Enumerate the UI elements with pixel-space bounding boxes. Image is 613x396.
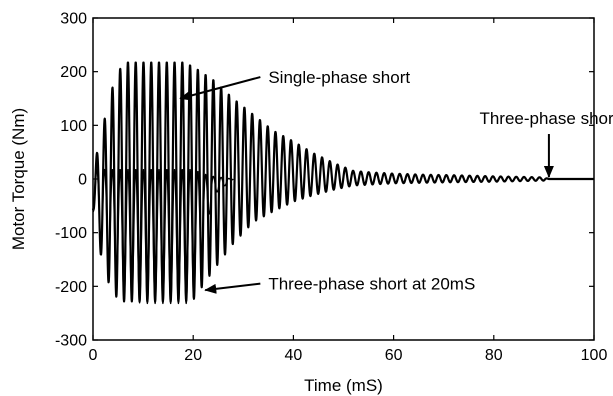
annotation-label-2: Three-phase short at 20mS — [268, 275, 475, 294]
y-tick-label: 100 — [60, 118, 87, 135]
x-tick-label: 100 — [581, 347, 608, 364]
y-tick-label: -100 — [55, 225, 87, 242]
x-tick-label: 40 — [285, 347, 303, 364]
y-tick-label: 0 — [78, 172, 87, 189]
y-axis-title: Motor Torque (Nm) — [9, 108, 28, 250]
x-tick-label: 20 — [184, 347, 202, 364]
plot-series — [93, 63, 594, 304]
x-axis-title: Time (mS) — [304, 376, 383, 395]
y-tick-label: 200 — [60, 64, 87, 81]
y-tick-label: -300 — [55, 333, 87, 350]
annotation-label-3: Three-phase short — [479, 109, 613, 128]
y-tick-label: -200 — [55, 279, 87, 296]
x-tick-label: 0 — [89, 347, 98, 364]
annotation-label-1: Single-phase short — [268, 68, 410, 87]
y-tick-label: 300 — [60, 11, 87, 28]
x-tick-label: 80 — [485, 347, 503, 364]
x-tick-label: 60 — [385, 347, 403, 364]
annotation-arrow-2 — [205, 284, 260, 290]
